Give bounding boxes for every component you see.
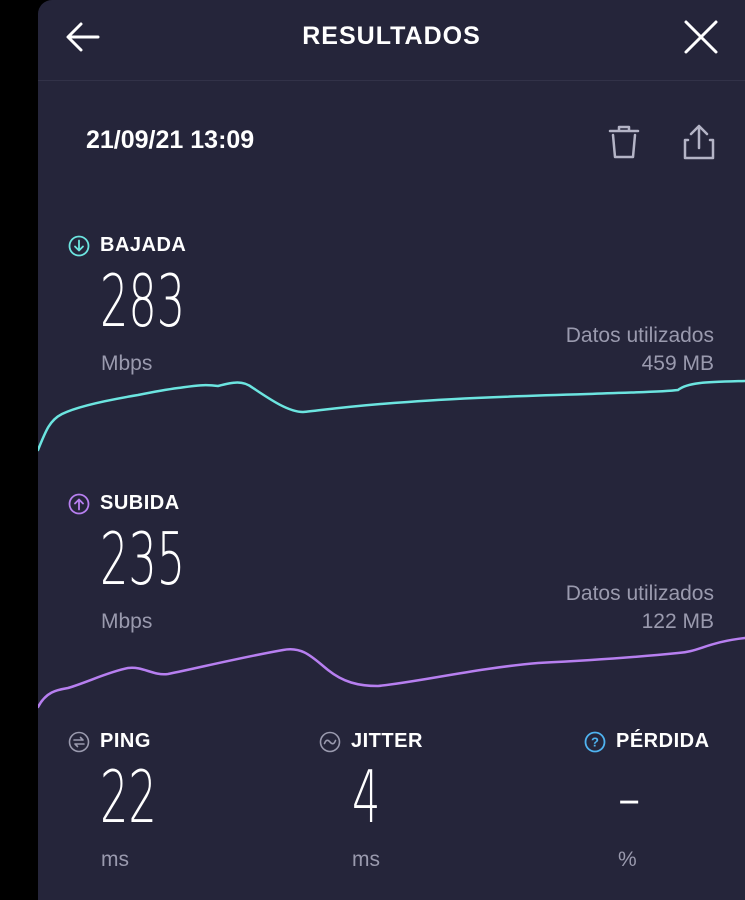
trash-icon — [608, 125, 640, 159]
upload-header: SUBIDA — [68, 492, 180, 515]
upload-data-used-value: 122 MB — [641, 610, 714, 633]
back-button[interactable] — [62, 16, 104, 58]
svg-text:?: ? — [591, 734, 599, 749]
upload-unit: Mbps — [101, 610, 153, 633]
arrow-up-circle-icon — [68, 493, 90, 514]
arrow-down-circle-icon — [68, 235, 90, 256]
page-title: RESULTADOS — [302, 22, 481, 50]
loss-header: ? PÉRDIDA — [584, 730, 710, 753]
close-button[interactable] — [680, 16, 722, 58]
upload-value: 235 — [100, 517, 186, 601]
download-data-used: Datos utilizados 459 MB — [566, 322, 714, 378]
jitter-label: JITTER — [351, 730, 423, 752]
ping-unit: ms — [101, 848, 129, 871]
ping-header: PING — [68, 730, 151, 753]
jitter-header: JITTER — [319, 730, 423, 753]
share-icon — [683, 124, 715, 160]
share-button[interactable] — [680, 122, 718, 162]
jitter-icon — [319, 731, 341, 752]
question-circle-icon[interactable]: ? — [584, 731, 606, 753]
result-datetime: 21/09/21 13:09 — [86, 126, 255, 154]
download-speed-chart — [38, 379, 745, 452]
upload-data-used-label: Datos utilizados — [565, 582, 714, 605]
arrow-left-icon — [66, 22, 100, 52]
download-value: 283 — [100, 259, 186, 343]
loss-label: PÉRDIDA — [616, 730, 710, 752]
jitter-unit: ms — [352, 848, 380, 871]
header: RESULTADOS — [38, 0, 745, 81]
loss-value: – — [618, 755, 641, 839]
close-icon — [684, 20, 718, 54]
ping-label: PING — [100, 730, 151, 752]
ping-value: 22 — [100, 755, 157, 839]
download-data-used-label: Datos utilizados — [565, 324, 714, 347]
download-data-used-value: 459 MB — [641, 352, 714, 375]
ping-icon — [68, 731, 90, 752]
upload-label: SUBIDA — [100, 492, 180, 514]
download-label: BAJADA — [100, 234, 187, 256]
download-header: BAJADA — [68, 234, 186, 257]
loss-unit: % — [618, 848, 637, 871]
jitter-value: 4 — [352, 755, 381, 839]
results-panel: RESULTADOS 21/09/21 13:09 BAJADA 283 Mbp… — [38, 0, 745, 900]
delete-button[interactable] — [606, 122, 642, 162]
upload-speed-chart — [38, 636, 745, 709]
upload-data-used: Datos utilizados 122 MB — [566, 580, 714, 636]
download-unit: Mbps — [101, 352, 153, 375]
